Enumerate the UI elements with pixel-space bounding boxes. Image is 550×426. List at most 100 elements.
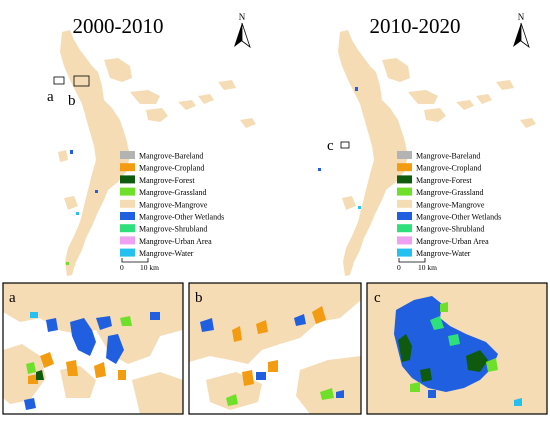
legend-label: Mangrove-Mangrove bbox=[139, 200, 208, 209]
legend-label: Mangrove-Urban Area bbox=[416, 237, 489, 246]
legend-left: Mangrove-Bareland Mangrove-Cropland Mangro… bbox=[120, 151, 224, 258]
change-patch bbox=[514, 398, 522, 406]
change-patch bbox=[320, 388, 334, 400]
mangrove-area bbox=[132, 372, 183, 414]
change-patch bbox=[440, 302, 448, 312]
scale-zero: 0 bbox=[120, 263, 124, 272]
legend-swatch bbox=[120, 224, 135, 233]
change-patch bbox=[66, 262, 69, 265]
scale-bar: 0 10 km bbox=[120, 258, 159, 272]
legend-swatch bbox=[397, 224, 412, 233]
legend-label: Mangrove-Shrubland bbox=[139, 225, 207, 234]
map-title: 2010-2020 bbox=[370, 14, 461, 38]
change-patch bbox=[24, 398, 36, 410]
change-patch bbox=[466, 350, 488, 372]
change-patch bbox=[30, 312, 38, 318]
inset-label-a: a bbox=[47, 89, 54, 105]
map-title: 2000-2010 bbox=[73, 14, 164, 38]
legend-swatch bbox=[120, 163, 135, 172]
change-patch bbox=[232, 326, 242, 342]
inset-panel-a: a bbox=[2, 282, 184, 415]
inset-box-a bbox=[53, 76, 65, 85]
legend-right: Mangrove-Bareland Mangrove-Cropland Mangro… bbox=[397, 151, 501, 258]
change-patch bbox=[106, 334, 124, 364]
change-patch bbox=[70, 150, 73, 154]
change-patch bbox=[150, 312, 160, 320]
change-patch bbox=[430, 316, 444, 330]
legend-label: Mangrove-Forest bbox=[139, 176, 195, 185]
legend-swatch bbox=[120, 248, 135, 257]
legend-swatch bbox=[397, 236, 412, 245]
legend-label: Mangrove-Bareland bbox=[139, 152, 203, 161]
change-patch bbox=[358, 206, 361, 209]
legend-label: Mangrove-Urban Area bbox=[139, 237, 212, 246]
panel-frame bbox=[2, 282, 184, 415]
change-patch bbox=[120, 316, 132, 326]
legend-label: Mangrove-Forest bbox=[416, 176, 472, 185]
panel-label-c: c bbox=[374, 290, 381, 306]
legend-swatch bbox=[397, 212, 412, 220]
map-2000-2010: 2000-2010 N a b bbox=[47, 12, 256, 276]
change-patch bbox=[294, 314, 306, 326]
panel-frame bbox=[188, 282, 362, 415]
legend-label: Mangrove-Cropland bbox=[416, 164, 481, 173]
change-patch bbox=[242, 370, 254, 386]
legend-swatch bbox=[397, 187, 412, 196]
change-patch bbox=[76, 212, 79, 215]
panel-frame bbox=[366, 282, 548, 415]
mangrove-area bbox=[338, 30, 536, 276]
legend-label: Mangrove-Water bbox=[139, 249, 194, 258]
legend-label: Mangrove-Shrubland bbox=[416, 225, 484, 234]
inset-label-b: b bbox=[68, 93, 76, 109]
change-patch bbox=[28, 374, 38, 384]
inset-box-b bbox=[73, 75, 90, 87]
legend-swatch bbox=[397, 248, 412, 257]
change-patch bbox=[36, 370, 44, 380]
legend-swatch bbox=[120, 175, 135, 184]
change-patch bbox=[226, 394, 238, 406]
inset-label-c: c bbox=[327, 138, 334, 154]
north-label: N bbox=[239, 12, 246, 22]
change-patch bbox=[448, 334, 460, 346]
change-patch bbox=[96, 316, 112, 330]
change-patch bbox=[486, 358, 498, 372]
change-patch bbox=[256, 320, 268, 334]
legend-label: Mangrove-Other Wetlands bbox=[139, 213, 224, 222]
panel-label-a: a bbox=[9, 290, 16, 306]
change-patch bbox=[70, 318, 96, 356]
change-patch bbox=[66, 360, 78, 376]
legend-swatch bbox=[120, 199, 135, 208]
legend-swatch bbox=[120, 151, 135, 159]
north-arrow-icon: N bbox=[513, 12, 530, 49]
legend-swatch bbox=[120, 187, 135, 196]
mangrove-area bbox=[189, 283, 361, 364]
change-patch bbox=[355, 87, 358, 91]
legend-label: Mangrove-Cropland bbox=[139, 164, 204, 173]
scale-label: 10 km bbox=[418, 263, 437, 272]
mangrove-area bbox=[3, 283, 183, 364]
change-patch bbox=[336, 390, 344, 398]
change-patch bbox=[46, 318, 58, 332]
change-patch bbox=[200, 318, 214, 332]
north-label: N bbox=[518, 12, 525, 22]
inset-box-c bbox=[340, 141, 350, 149]
scale-zero: 0 bbox=[397, 263, 401, 272]
north-arrow-icon: N bbox=[234, 12, 251, 49]
legend-swatch bbox=[397, 175, 412, 184]
scale-label: 10 km bbox=[140, 263, 159, 272]
legend-label: Mangrove-Bareland bbox=[416, 152, 480, 161]
legend-label: Mangrove-Mangrove bbox=[416, 200, 485, 209]
change-patch bbox=[318, 168, 321, 171]
change-patch bbox=[40, 352, 54, 368]
inset-panel-b: b bbox=[188, 282, 362, 415]
change-patch bbox=[94, 362, 106, 378]
change-patch bbox=[256, 372, 266, 380]
legend-label: Mangrove-Water bbox=[416, 249, 471, 258]
change-patch bbox=[428, 390, 436, 398]
change-patch bbox=[118, 370, 126, 380]
change-patch bbox=[268, 360, 278, 372]
mangrove-area bbox=[58, 30, 256, 276]
change-patch bbox=[398, 334, 412, 362]
legend-swatch bbox=[120, 212, 135, 220]
